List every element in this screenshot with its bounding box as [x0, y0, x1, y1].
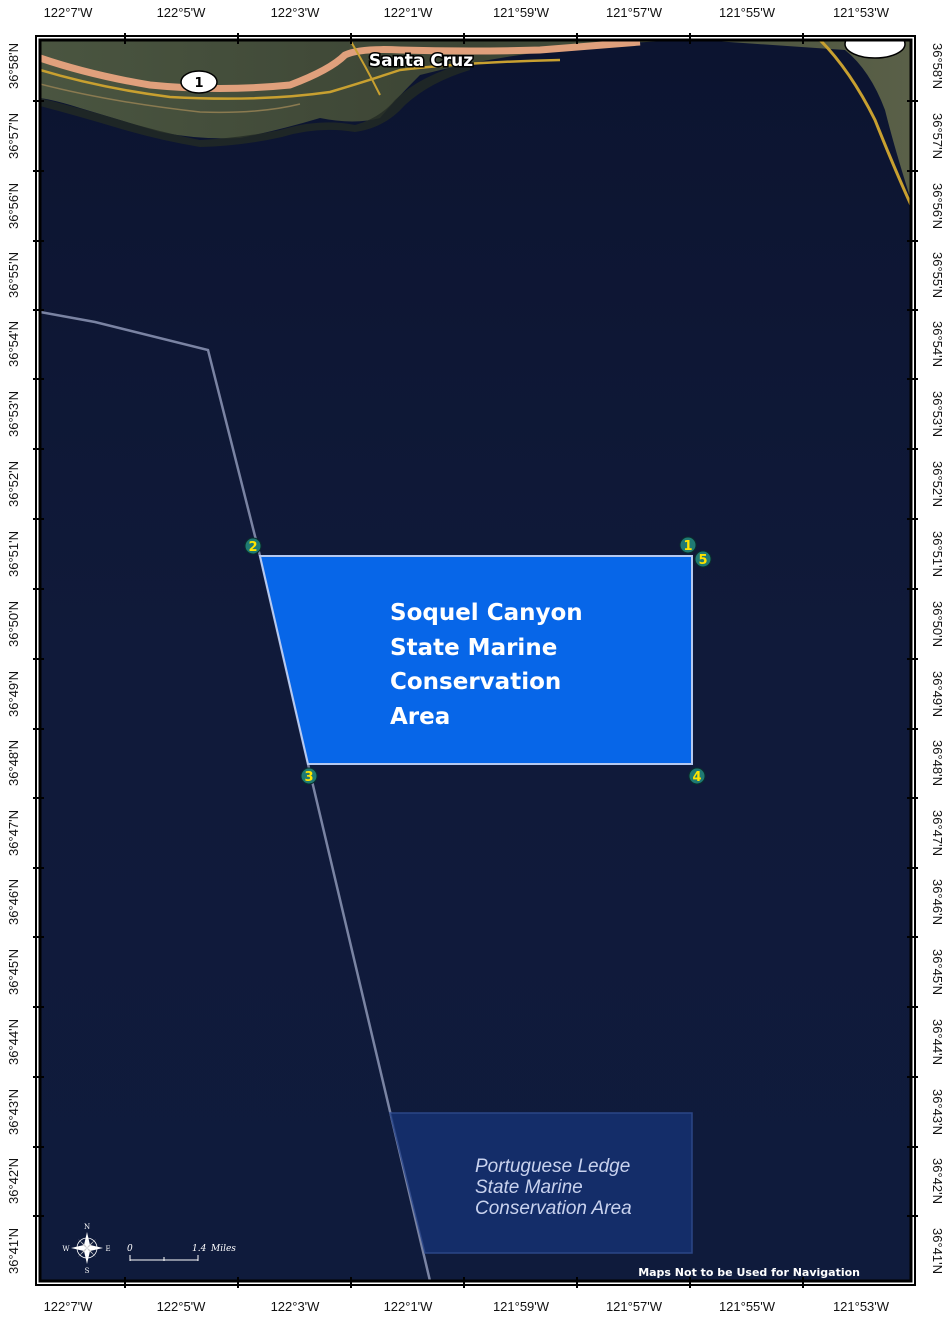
portuguese-ledge-smca-name: Portuguese Ledge State Marine Conservati… [475, 1156, 636, 1219]
boundary-point-label: 5 [698, 553, 707, 568]
latitude-label: 36°42'N [6, 1158, 21, 1204]
longitude-label: 122°3'W [271, 1299, 321, 1314]
minor-road [40, 83, 301, 114]
minor-road [818, 40, 911, 206]
minor-road [40, 58, 561, 100]
latitude-label: 36°43'N [930, 1089, 945, 1135]
boundary-point-5: 5 [694, 550, 712, 568]
compass-e-label: E [105, 1245, 110, 1253]
latitude-label: 36°46'N [6, 879, 21, 925]
longitude-label: 122°5'W [157, 5, 207, 20]
latitude-label: 36°41'N [930, 1228, 945, 1274]
boundary-point-label: 1 [683, 539, 692, 554]
boundary-point-2: 2 [244, 537, 262, 555]
map-frame-outer [35, 35, 916, 1286]
longitude-label: 122°5'W [157, 1299, 207, 1314]
boundary-point-3: 3 [300, 767, 318, 785]
latitude-label: 36°52'N [930, 461, 945, 507]
highway-1-road [40, 40, 641, 92]
latitude-labels-right: 36°58'N 36°57'N 36°56'N 36°55'N 36°54'N 36°53… [930, 43, 945, 1274]
latitude-label: 36°45'N [930, 949, 945, 995]
highway-shield-partial [844, 40, 906, 59]
boundary-point-4: 4 [688, 767, 706, 785]
soquel-canyon-smca-name: Soquel Canyon State Marine Conservation … [390, 600, 591, 730]
portuguese-ledge-smca-polygon [389, 1112, 693, 1254]
latitude-label: 36°53'N [6, 391, 21, 437]
map-frame [38, 38, 913, 1283]
navigation-disclaimer: Maps Not to be Used for Navigation [638, 1266, 860, 1279]
compass-n-label: N [84, 1223, 90, 1231]
latitude-label: 36°41'N [6, 1228, 21, 1274]
latitude-label: 36°44'N [930, 1019, 945, 1065]
longitude-label: 121°55'W [719, 5, 776, 20]
compass-w-label: W [62, 1245, 70, 1253]
latitude-label: 36°54'N [930, 321, 945, 367]
compass-s-label: S [85, 1267, 90, 1275]
boundary-point-label: 3 [304, 770, 313, 785]
boundary-point-1: 1 [679, 536, 697, 554]
longitude-label: 121°57'W [606, 5, 663, 20]
longitude-label: 121°59'W [493, 5, 550, 20]
latitude-label: 36°51'N [6, 531, 21, 577]
latitude-label: 36°51'N [930, 531, 945, 577]
latitude-label: 36°55'N [6, 252, 21, 298]
city-label: Santa Cruz [369, 51, 473, 71]
latitude-label: 36°58'N [6, 43, 21, 89]
longitude-label: 122°3'W [271, 5, 321, 20]
frame-ticks [33, 33, 918, 1288]
latitude-label: 36°58'N [930, 43, 945, 89]
latitude-label: 36°57'N [6, 113, 21, 159]
scale-bar: 0 1.4 Miles [127, 1244, 236, 1261]
latitude-label: 36°49'N [6, 671, 21, 717]
latitude-label: 36°43'N [6, 1089, 21, 1135]
latitude-label: 36°57'N [930, 113, 945, 159]
latitude-label: 36°56'N [930, 183, 945, 229]
latitude-label: 36°55'N [930, 252, 945, 298]
longitude-label: 121°53'W [833, 1299, 890, 1314]
latitude-label: 36°47'N [930, 810, 945, 856]
longitude-label: 122°1'W [384, 5, 434, 20]
boundary-point-label: 2 [248, 540, 257, 555]
compass-rose-icon: N S E W [62, 1223, 110, 1275]
latitude-label: 36°56'N [6, 183, 21, 229]
longitude-labels-top: 122°7'W 122°5'W 122°3'W 122°1'W 121°59'W 121°… [44, 5, 890, 20]
latitude-label: 36°45'N [6, 949, 21, 995]
scale-start-label: 0 [127, 1244, 133, 1254]
latitude-labels-left: 36°58'N 36°57'N 36°56'N 36°55'N 36°54'N 36°53… [6, 43, 21, 1274]
longitude-label: 121°55'W [719, 1299, 776, 1314]
latitude-label: 36°47'N [6, 810, 21, 856]
longitude-label: 122°7'W [44, 5, 94, 20]
highway-shield-number: 1 [194, 76, 203, 91]
coastal-cliff [40, 62, 470, 147]
latitude-label: 36°46'N [930, 879, 945, 925]
scale-end-label: 1.4 [192, 1244, 207, 1254]
latitude-label: 36°50'N [6, 601, 21, 647]
coastline-land [40, 40, 911, 200]
longitude-label: 121°57'W [606, 1299, 663, 1314]
latitude-label: 36°48'N [930, 740, 945, 786]
boundary-point-label: 4 [692, 770, 701, 785]
latitude-label: 36°48'N [6, 740, 21, 786]
soquel-canyon-smca-polygon [258, 555, 693, 765]
latitude-label: 36°53'N [930, 391, 945, 437]
latitude-label: 36°49'N [930, 671, 945, 717]
highway-1-shield: 1 [180, 70, 218, 94]
latitude-label: 36°42'N [930, 1158, 945, 1204]
latitude-label: 36°44'N [6, 1019, 21, 1065]
state-waters-boundary-line [40, 310, 432, 1281]
scale-unit-label: Miles [210, 1244, 236, 1254]
latitude-label: 36°54'N [6, 321, 21, 367]
latitude-label: 36°50'N [930, 601, 945, 647]
minor-road [349, 40, 381, 96]
latitude-label: 36°52'N [6, 461, 21, 507]
longitude-label: 121°53'W [833, 5, 890, 20]
longitude-label: 121°59'W [493, 1299, 550, 1314]
longitude-label: 122°7'W [44, 1299, 94, 1314]
longitude-label: 122°1'W [384, 1299, 434, 1314]
longitude-labels-bottom: 122°7'W 122°5'W 122°3'W 122°1'W 121°59'W 121°… [44, 1299, 890, 1314]
